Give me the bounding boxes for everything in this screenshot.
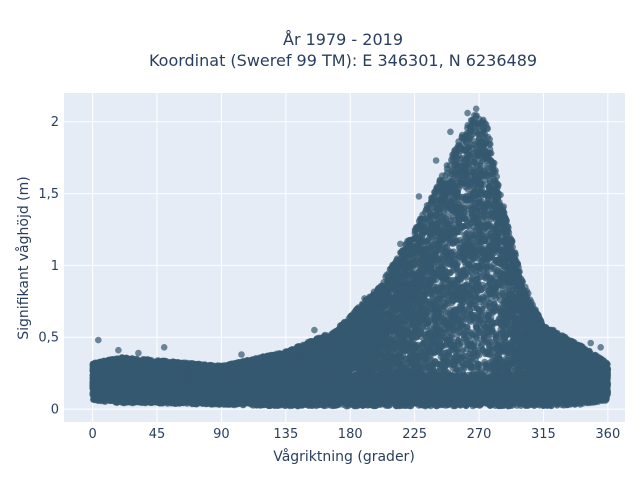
- title-line-1: År 1979 - 2019: [283, 30, 403, 49]
- title-line-2: Koordinat (Sweref 99 TM): E 346301, N 62…: [149, 51, 537, 70]
- data-points: [89, 105, 612, 410]
- chart-title: År 1979 - 2019 Koordinat (Sweref 99 TM):…: [149, 30, 537, 70]
